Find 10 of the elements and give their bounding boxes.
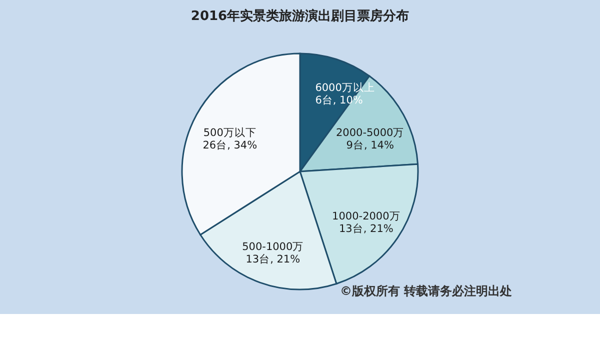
slice-label: 500-1000万: [242, 240, 304, 253]
slice-label: 1000-2000万: [332, 210, 400, 222]
data-label: 26台, 34%: [202, 138, 258, 152]
slice-label: 500万以下: [203, 126, 256, 139]
data-label: 13台, 21%: [246, 252, 300, 266]
text: ©版权所有 转载请务必注明出处: [340, 284, 512, 298]
data-label: 9台, 14%: [346, 138, 394, 152]
data-label: 13台, 21%: [338, 222, 394, 235]
slice-label: 2000-5000万: [336, 126, 404, 139]
chart-title: 2016年实景类旅游演出剧目票房分布: [190, 8, 410, 24]
